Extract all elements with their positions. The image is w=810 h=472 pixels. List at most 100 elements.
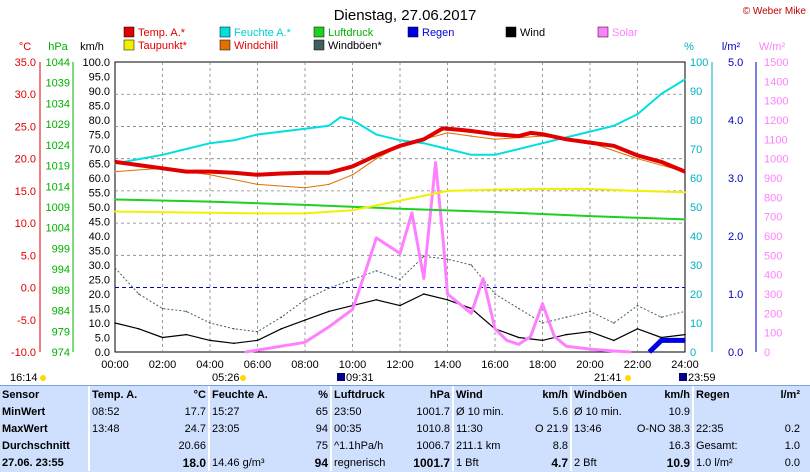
data-point [351, 119, 354, 121]
tick-label-solar: 500 [764, 250, 782, 262]
chart-title: Dienstag, 27.06.2017 [334, 7, 477, 24]
data-point [233, 139, 235, 142]
data-point [446, 190, 449, 192]
tick-label-rain: 0.0 [728, 347, 743, 359]
tick-label-solar: 600 [764, 231, 782, 243]
tick-label-kmh: 15.0 [89, 304, 110, 316]
tick-label-solar: 1000 [764, 154, 788, 166]
data-point [114, 161, 116, 163]
tick-label-solar: 400 [764, 270, 782, 282]
data-point [328, 287, 330, 290]
data-point [375, 133, 378, 136]
data-point [114, 210, 116, 213]
rain-value: 0.0 [784, 456, 800, 469]
unit-rain: l/m² [722, 41, 741, 53]
press-value: 1001.7 [413, 455, 450, 470]
data-point [209, 212, 211, 214]
data-point [434, 161, 437, 164]
tick-label-c: 10.0 [15, 218, 36, 230]
tick-label-hpa: 1044 [46, 57, 70, 69]
col-rain: Regen [692, 386, 758, 403]
data-point [328, 172, 330, 174]
unit-kmh: km/h [80, 41, 104, 53]
data-point [185, 148, 188, 150]
data-point [565, 345, 568, 348]
data-point [185, 170, 188, 173]
tick-label-hpa: 1019 [46, 161, 70, 173]
tick-label-kmh: 80.0 [89, 115, 110, 127]
data-point [114, 322, 116, 324]
data-point [399, 252, 401, 255]
tick-label-kmh: 90.0 [89, 86, 110, 98]
tick-label-c: -5.0 [17, 315, 36, 327]
data-point [375, 299, 378, 301]
press-time: regnerisch [330, 454, 398, 471]
data-point [399, 139, 401, 142]
data-point [304, 212, 306, 215]
col-wind: Wind [452, 386, 516, 403]
col-sensor: Sensor [2, 388, 40, 401]
data-point [256, 330, 259, 333]
tick-label-solar: 1200 [764, 115, 788, 127]
data-point [161, 307, 164, 310]
wind-time: 11:30 [452, 420, 516, 437]
tick-label-x: 02:00 [149, 359, 177, 371]
data-point [494, 154, 496, 156]
data-point [541, 142, 544, 144]
axis-unit-labels: °C hPa km/h% l/m² W/m² [19, 41, 786, 53]
data-point [423, 255, 425, 258]
data-point [636, 113, 639, 115]
data-point [636, 157, 639, 160]
data-point [446, 258, 449, 261]
tick-label-c: 25.0 [15, 121, 36, 133]
tick-label-hpa: 994 [52, 264, 70, 276]
tick-label-kmh: 5.0 [95, 333, 110, 345]
tick-label-solar: 0 [764, 347, 770, 359]
tick-label-hpa: 1039 [46, 78, 70, 90]
data-point [518, 343, 520, 346]
data-point [363, 273, 366, 276]
tick-label-solar: 700 [764, 212, 782, 224]
tick-label-solar: 800 [764, 192, 782, 204]
data-point [399, 207, 401, 210]
data-point [328, 125, 330, 127]
data-point [565, 333, 568, 336]
data-point [589, 130, 591, 133]
tick-label-pct: 0 [690, 347, 696, 359]
tick-label-x: 12:00 [386, 359, 414, 371]
data-point [506, 339, 508, 342]
tick-label-x: 18:00 [529, 359, 557, 371]
data-point [613, 322, 615, 324]
legend-swatch [313, 26, 325, 38]
data-point [458, 128, 461, 131]
data-point [280, 328, 283, 330]
hum-time: 15:27 [208, 403, 276, 420]
tick-label-kmh: 60.0 [89, 173, 110, 185]
stats-row-current: 27.06. 23:55 18.0 14.46 g/m³ 94 regneris… [0, 454, 802, 471]
data-point [529, 335, 532, 338]
tick-label-hpa: 1004 [46, 223, 70, 235]
temp-value: 20.66 [178, 439, 206, 452]
legend-swatch [407, 26, 419, 38]
tick-label-kmh: 40.0 [89, 231, 110, 243]
gust-value: 10.9 [668, 405, 690, 418]
data-point [446, 299, 449, 301]
data-point [209, 174, 211, 176]
col-gust-unit: km/h [664, 388, 690, 401]
hum-value: 65 [315, 405, 328, 418]
legend-swatch [219, 26, 231, 38]
legend-label: Temp. A.* [138, 27, 186, 39]
chart-axes: 35.0 30.0 25.0 20.0 15.0 10.0 5.0 0.0 -5.0 -10.0 1… [11, 57, 789, 371]
data-point [304, 204, 306, 206]
rain-time: Gesamt: [692, 437, 758, 454]
tick-label-rain: 2.0 [728, 231, 743, 243]
data-point [233, 172, 235, 174]
data-point [589, 348, 591, 350]
tick-label-c: 5.0 [21, 250, 36, 262]
data-point [161, 154, 164, 156]
data-point [351, 209, 354, 211]
data-point [518, 148, 520, 150]
tick-label-rain: 3.0 [728, 173, 743, 185]
legend-swatch [219, 39, 231, 51]
data-point [494, 328, 496, 330]
